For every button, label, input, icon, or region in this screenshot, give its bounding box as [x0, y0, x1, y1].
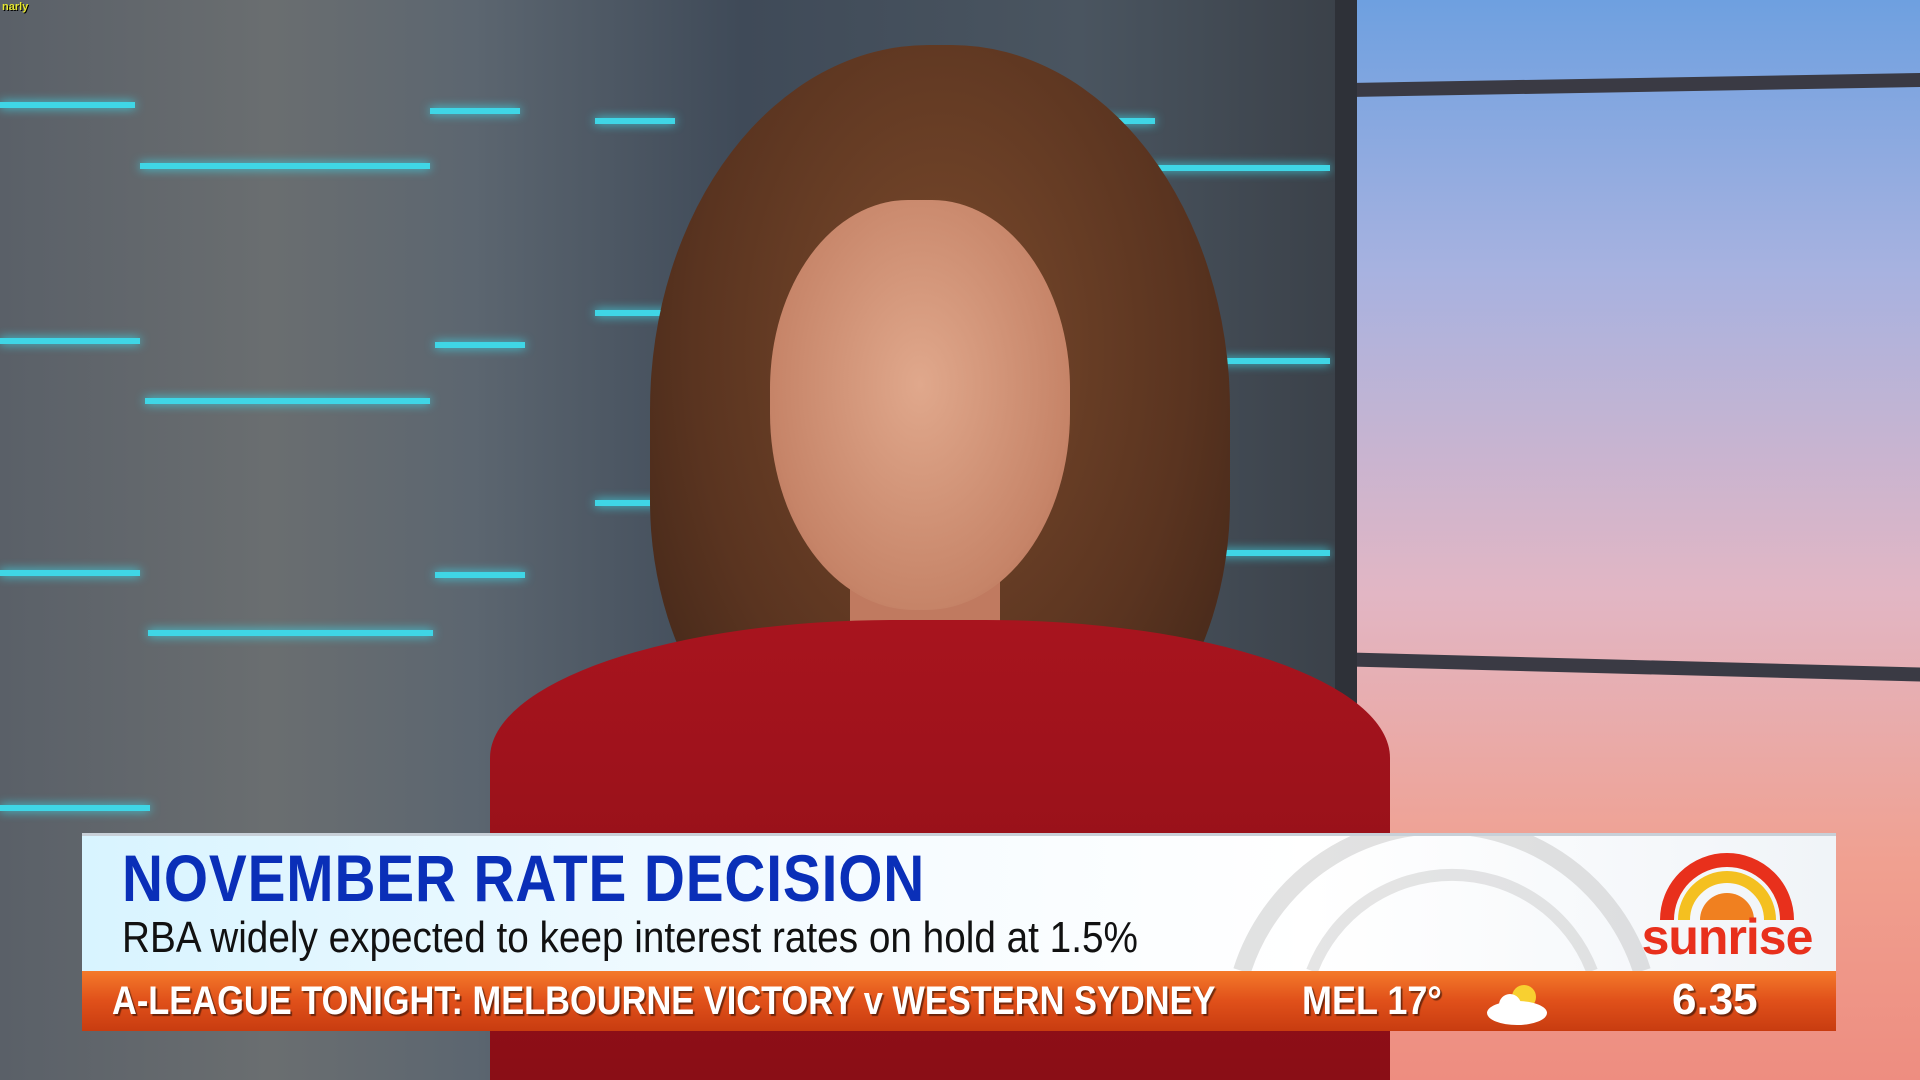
wall-light-stripe — [0, 102, 135, 108]
news-ticker: A-LEAGUE TONIGHT: MELBOURNE VICTORY v WE… — [82, 971, 1836, 1031]
wall-light-stripe — [140, 163, 430, 169]
wall-light-stripe — [1210, 550, 1330, 556]
partly-cloudy-icon — [1487, 985, 1547, 1025]
headline: NOVEMBER RATE DECISION — [122, 841, 926, 915]
weather-temperature: MEL 17° — [1302, 979, 1442, 1023]
wall-light-stripe — [595, 118, 675, 124]
clock-time: 6.35 — [1672, 975, 1758, 1024]
subheadline: RBA widely expected to keep interest rat… — [122, 913, 1138, 962]
lower-third-banner: NOVEMBER RATE DECISION RBA widely expect… — [82, 833, 1836, 971]
sunrise-rays-icon — [1660, 853, 1794, 921]
wall-light-stripe — [595, 310, 675, 316]
wall-light-stripe — [435, 342, 525, 348]
wall-light-stripe — [435, 572, 525, 578]
wall-light-stripe — [0, 338, 140, 344]
wall-light-stripe — [1175, 358, 1330, 364]
logo-text: sunrise — [1641, 909, 1814, 965]
wall-light-stripe — [148, 630, 433, 636]
wall-light-stripe — [1150, 165, 1330, 171]
sunrise-logo: sunrise — [1632, 850, 1822, 966]
wall-light-stripe — [595, 500, 675, 506]
presenter-face — [770, 200, 1070, 610]
wall-light-stripe — [0, 570, 140, 576]
wall-light-stripe — [145, 398, 430, 404]
banner-arc-decoration — [1233, 836, 1651, 971]
wall-light-stripe — [0, 805, 150, 811]
wall-light-stripe — [430, 108, 520, 114]
ticker-text: A-LEAGUE TONIGHT: MELBOURNE VICTORY v WE… — [112, 979, 1216, 1023]
watermark: narly — [2, 1, 29, 13]
